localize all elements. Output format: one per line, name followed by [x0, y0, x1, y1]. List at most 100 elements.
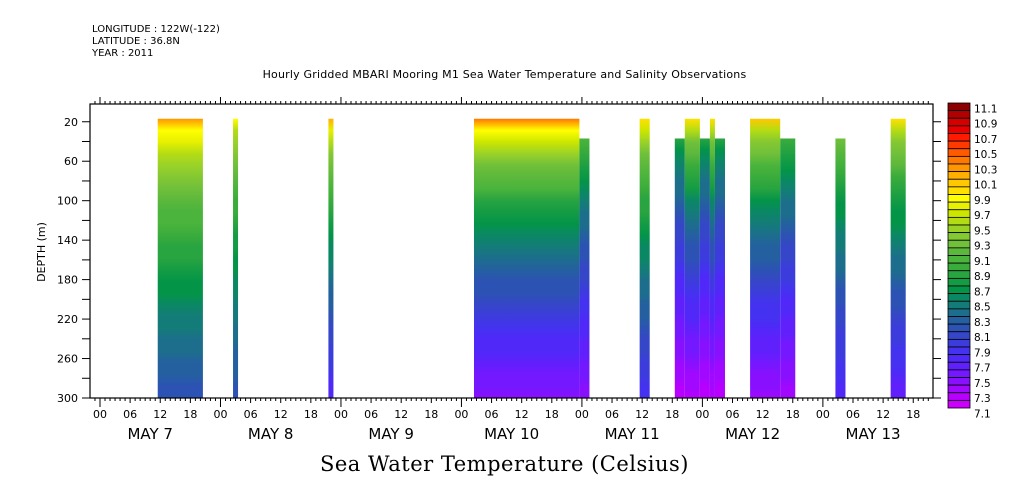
data-segment — [473, 118, 580, 398]
colorbar-label: 9.7 — [974, 210, 991, 222]
colorbar-label: 10.9 — [974, 119, 997, 131]
colorbar-label: 9.3 — [974, 241, 991, 253]
x-date-label: MAY 10 — [484, 425, 539, 443]
longitude-label: LONGITUDE : 122W(-122) — [92, 24, 220, 35]
y-tick-label: 20 — [64, 116, 78, 129]
colorbar-label: 7.7 — [974, 363, 991, 375]
colorbar-label: 9.1 — [974, 256, 991, 268]
colorbar-swatch — [947, 399, 971, 409]
x-tick-label: 12 — [635, 408, 649, 421]
colorbar-swatch — [947, 262, 971, 272]
colorbar-swatch — [947, 201, 971, 211]
colorbar: 11.1 10.9 10.7 10.5 10.3 10.1 9.9 9.7 9.5 9.3 9.1 8… — [947, 102, 997, 420]
x-tick-label: 18 — [304, 408, 318, 421]
colorbar-swatch — [947, 140, 971, 150]
x-tick-label: 00 — [93, 408, 107, 421]
data-segment — [579, 138, 590, 398]
colorbar-label: 10.7 — [974, 134, 997, 146]
chart-subtitle: Sea Water Temperature (Celsius) — [319, 452, 689, 476]
colorbar-label: 8.7 — [974, 286, 991, 298]
x-tick-label: 12 — [274, 408, 288, 421]
colorbar-swatch — [947, 377, 971, 386]
x-tick-label: 18 — [665, 408, 679, 421]
y-tick-label: 140 — [57, 234, 78, 247]
colorbar-swatch — [947, 384, 971, 394]
colorbar-swatch — [947, 316, 971, 325]
colorbar-swatch — [947, 354, 971, 363]
y-tick-label: 220 — [57, 313, 78, 326]
x-tick-label: 00 — [454, 408, 468, 421]
colorbar-label: 8.9 — [974, 271, 991, 283]
x-date-label: MAY 13 — [846, 425, 901, 443]
colorbar-swatch — [947, 346, 971, 356]
x-tick-label: 00 — [213, 408, 227, 421]
data-segment — [699, 138, 710, 398]
data-layer — [157, 118, 906, 398]
colorbar-swatch — [947, 216, 971, 226]
data-segment — [233, 118, 239, 398]
colorbar-label: 11.1 — [974, 103, 997, 115]
x-tick-label: 00 — [695, 408, 709, 421]
colorbar-label: 10.3 — [974, 164, 997, 176]
colorbar-swatch — [947, 270, 971, 279]
x-tick-label: 06 — [605, 408, 619, 421]
colorbar-label: 8.1 — [974, 332, 991, 344]
colorbar-label: 8.5 — [974, 302, 991, 314]
colorbar-swatch — [947, 308, 971, 317]
data-segment — [709, 118, 715, 398]
x-tick-label: 06 — [485, 408, 499, 421]
x-tick-label: 12 — [515, 408, 529, 421]
x-date-label: MAY 8 — [248, 425, 294, 443]
chart-title-text: Hourly Gridded MBARI Mooring M1 Sea Wate… — [262, 68, 747, 81]
colorbar-label: 9.9 — [974, 195, 991, 207]
colorbar-label: 7.5 — [974, 378, 991, 390]
colorbar-swatch — [947, 338, 971, 348]
colorbar-swatch — [947, 110, 971, 119]
x-tick-label: 06 — [846, 408, 860, 421]
x-tick-label: 00 — [816, 408, 830, 421]
colorbar-swatch — [947, 300, 971, 310]
colorbar-label: 7.3 — [974, 393, 991, 405]
colorbar-swatch — [947, 133, 971, 142]
x-tick-label: 18 — [183, 408, 197, 421]
colorbar-swatch — [947, 194, 971, 203]
chart-title: Hourly Gridded MBARI Mooring M1 Sea Wate… — [0, 68, 1009, 81]
y-tick-label: 100 — [57, 195, 78, 208]
x-tick-label: 12 — [756, 408, 770, 421]
axes-layer: 00 06 12 18 MAY 7 00 06 12 18 MAY 8 00 06 12 18 MAY 9 0… — [57, 97, 941, 443]
colorbar-swatch — [947, 392, 971, 401]
colorbar-swatch — [947, 361, 971, 371]
y-axis-label: DEPTH (m) — [35, 222, 48, 282]
colorbar-swatch — [947, 186, 971, 195]
x-tick-label: 18 — [545, 408, 559, 421]
x-tick-label: 00 — [334, 408, 348, 421]
colorbar-label: 8.3 — [974, 317, 991, 329]
colorbar-swatch — [947, 148, 971, 157]
colorbar-swatch — [947, 224, 971, 234]
data-segment — [157, 118, 203, 398]
colorbar-swatch — [947, 277, 971, 287]
colorbar-swatch — [947, 209, 971, 218]
x-tick-label: 06 — [364, 408, 378, 421]
x-tick-label: 18 — [906, 408, 920, 421]
colorbar-label: 7.9 — [974, 347, 991, 359]
data-segment — [684, 118, 700, 398]
colorbar-swatch — [947, 125, 971, 134]
x-date-label: MAY 12 — [725, 425, 780, 443]
x-tick-label: 12 — [394, 408, 408, 421]
x-tick-label: 18 — [786, 408, 800, 421]
y-tick-label: 60 — [64, 155, 78, 168]
data-segment — [890, 118, 906, 398]
data-segment — [639, 118, 650, 398]
colorbar-swatch — [947, 239, 971, 249]
y-tick-label: 260 — [57, 353, 78, 366]
colorbar-swatch — [947, 285, 971, 295]
x-date-label: MAY 11 — [605, 425, 660, 443]
x-date-label: MAY 7 — [127, 425, 173, 443]
colorbar-swatch — [947, 155, 971, 165]
data-segment — [750, 118, 781, 398]
colorbar-swatch — [947, 163, 971, 173]
colorbar-swatch — [947, 178, 971, 188]
x-tick-label: 12 — [876, 408, 890, 421]
data-segment — [780, 138, 796, 398]
